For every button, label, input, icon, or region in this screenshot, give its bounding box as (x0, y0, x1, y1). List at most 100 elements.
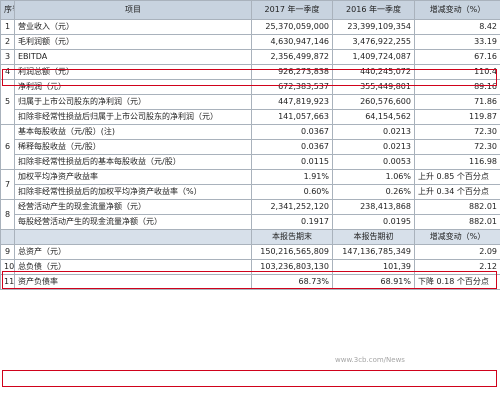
table-row: 4 利润总额（元） 926,273,838 440,245,072 110.4 (0, 64, 500, 80)
row-value-prior: 0.0195 (332, 214, 415, 230)
row-item: 经营活动产生的现金流量净额（元） (14, 199, 252, 215)
table-row: 扣除非经常性损益后的基本每股收益（元/股） 0.0115 0.0053 116.98 (1, 154, 500, 170)
row-value-current: 141,057,663 (251, 109, 333, 125)
row-value-prior: 0.0213 (332, 139, 415, 155)
row-number: 1 (0, 19, 15, 35)
row-change: 882.01 (414, 199, 500, 215)
table-row: 2 毛利润额（元） 4,630,947,146 3,476,922,255 33.19 (0, 34, 500, 50)
row-change: 67.16 (414, 49, 500, 65)
row-change: 119.87 (414, 109, 500, 125)
row-change: 110.4 (414, 64, 500, 80)
row-item: 归属于上市公司股东的净利润（元） (14, 94, 252, 110)
header-2017q1: 2017 年一季度 (251, 0, 333, 20)
financial-summary-table: 序号 项目 2017 年一季度 2016 年一季度 增减变动（%） 1营业收入（… (0, 0, 500, 290)
table-row: 10 总负债（元） 103,236,803,130 101,39 2.12 (0, 259, 500, 275)
row-value-prior: 0.26% (332, 184, 415, 200)
table-row-ebitda: 3 EBITDA 2,356,499,872 1,409,724,087 67.16 (0, 49, 500, 65)
row-item: 总负债（元） (14, 259, 252, 275)
row-item: 净利润（元） (14, 79, 252, 95)
header-item: 项目 (14, 0, 252, 20)
row-value-current: 2,341,252,120 (251, 199, 333, 215)
table-row: 归属于上市公司股东的净利润（元） 447,819,923 260,576,600 71… (1, 94, 500, 110)
row-value-prior: 260,576,600 (332, 94, 415, 110)
row-value-prior: 101,39 (332, 259, 415, 275)
row-number: 8 (0, 199, 15, 230)
table-row: 7 加权平均净资产收益率 1.91% 1.06% 上升 0.85 个百分点 (0, 169, 500, 200)
row-value-current: 25,370,059,000 (251, 19, 333, 35)
header-seq: 序号 (0, 0, 15, 20)
row-item: 毛利润额（元） (14, 34, 252, 50)
row-value-current: 103,236,803,130 (251, 259, 333, 275)
row-value-prior: 0.0213 (332, 124, 415, 140)
row-number: 5 (0, 79, 15, 125)
row-number: 6 (0, 124, 15, 170)
table-row: 5 净利润（元） 672,383,537 355,449,801 89.16 (0, 79, 500, 125)
row-item: 营业收入（元） (14, 19, 252, 35)
header-change: 增减变动（%） (414, 0, 500, 20)
row-item: EBITDA (14, 49, 252, 65)
row-number: 7 (0, 169, 15, 200)
row-value-current: 0.0367 (251, 139, 333, 155)
row-value-prior: 68.91% (332, 274, 415, 290)
table-row: 每股经营活动产生的现金流量净额（元） 0.1917 0.0195 882.01 (1, 214, 500, 230)
row-value-current: 0.0115 (251, 154, 333, 170)
row-value-current: 1.91% (251, 169, 333, 185)
row-value-prior: 1.06% (332, 169, 415, 185)
watermark: www.3cb.com/News (335, 356, 405, 364)
row-number: 10 (0, 259, 15, 275)
row-value-prior: 64,154,562 (332, 109, 415, 125)
row-change: 71.86 (414, 94, 500, 110)
row-value-prior: 440,245,072 (332, 64, 415, 80)
table-row: 扣除非经常性损益后的加权平均净资产收益率（%） 0.60% 0.26% 上升 0.34… (1, 184, 500, 200)
highlight-box-debt-ratio (2, 370, 497, 387)
row-change-note: 上升 0.34 个百分点 (414, 184, 500, 200)
table-header-row: 序号 项目 2017 年一季度 2016 年一季度 增减变动（%） (0, 0, 500, 20)
row-value-current: 447,819,923 (251, 94, 333, 110)
row-value-current: 672,383,537 (251, 79, 333, 95)
row-change: 2.12 (414, 259, 500, 275)
table-subheader-row: 本报告期末 本报告期初 增减变动（%） (0, 229, 500, 245)
table-row: 扣除非经常性损益后归属于上市公司股东的净利润（元） 141,057,663 64,1… (1, 109, 500, 125)
row-change: 882.01 (414, 214, 500, 230)
row-item: 每股经营活动产生的现金流量净额（元） (14, 214, 252, 230)
row-item: 总资产（元） (14, 244, 252, 260)
row-change-note: 下降 0.18 个百分点 (414, 274, 500, 290)
table-row: 6 基本每股收益（元/股）(注) 0.0367 0.0213 72.30 (0, 124, 500, 170)
row-value-prior: 1,409,724,087 (332, 49, 415, 65)
row-change: 72.30 (414, 139, 500, 155)
row-value-current: 0.60% (251, 184, 333, 200)
row-item: 扣除非经常性损益后归属于上市公司股东的净利润（元） (14, 109, 252, 125)
row-value-prior: 23,399,109,354 (332, 19, 415, 35)
row-change: 2.09 (414, 244, 500, 260)
row-value-prior: 238,413,868 (332, 199, 415, 215)
table-row-debt-ratio: 11 资产负债率 68.73% 68.91% 下降 0.18 个百分点 (0, 274, 500, 290)
table-row-operating-cashflow: 8 经营活动产生的现金流量净额（元） 2,341,252,120 238,413,86… (0, 199, 500, 230)
row-value-prior: 355,449,801 (332, 79, 415, 95)
row-item: 扣除非经常性损益后的基本每股收益（元/股） (14, 154, 252, 170)
row-value-current: 68.73% (251, 274, 333, 290)
subheader-period-start: 本报告期初 (332, 229, 415, 245)
row-value-current: 4,630,947,146 (251, 34, 333, 50)
row-number: 9 (0, 244, 15, 260)
subheader-change: 增减变动（%） (414, 229, 500, 245)
row-item: 基本每股收益（元/股）(注) (14, 124, 252, 140)
table-row: 稀释每股收益（元/股） 0.0367 0.0213 72.30 (1, 139, 500, 155)
row-change: 116.98 (414, 154, 500, 170)
row-value-prior: 147,136,785,349 (332, 244, 415, 260)
row-number: 11 (0, 274, 15, 290)
row-number: 2 (0, 34, 15, 50)
table-row: 9 总资产（元） 150,216,565,809 147,136,785,349 2.0… (0, 244, 500, 260)
row-value-current: 0.0367 (251, 124, 333, 140)
row-value-current: 2,356,499,872 (251, 49, 333, 65)
table-row: 1 营业收入（元） 25,370,059,000 23,399,109,354 8.42 (0, 19, 500, 35)
row-value-current: 926,273,838 (251, 64, 333, 80)
subheader-period-end: 本报告期末 (251, 229, 333, 245)
row-item: 加权平均净资产收益率 (14, 169, 252, 185)
row-item: 稀释每股收益（元/股） (14, 139, 252, 155)
header-2016q1: 2016 年一季度 (332, 0, 415, 20)
row-number: 3 (0, 49, 15, 65)
row-value-current: 0.1917 (251, 214, 333, 230)
row-change: 33.19 (414, 34, 500, 50)
row-change: 72.30 (414, 124, 500, 140)
